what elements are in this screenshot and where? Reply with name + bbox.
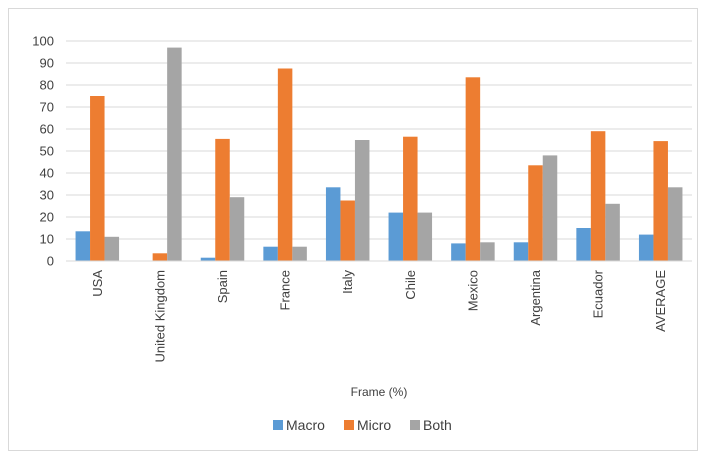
y-tick-label: 90 <box>40 56 54 71</box>
y-tick-label: 100 <box>32 34 54 49</box>
bar-both <box>229 197 245 261</box>
bar-micro <box>653 141 668 261</box>
x-axis-ticks: USA United Kingdom Spain France Italy Chile Me… <box>90 269 668 362</box>
legend: Macro Micro Both <box>273 417 452 433</box>
bar-macro <box>638 234 654 261</box>
y-tick-label: 60 <box>40 122 54 137</box>
bar-micro <box>90 96 105 261</box>
legend-label-macro: Macro <box>286 417 325 433</box>
bar-both <box>480 242 495 261</box>
x-tick-label: United Kingdom <box>152 270 167 363</box>
bar-micro <box>403 136 418 261</box>
bar-chart: 0 10 20 30 40 50 60 70 80 90 100 USA United Kingdom… <box>32 34 692 433</box>
bar-micro <box>528 165 543 261</box>
x-tick-label: Mexico <box>465 270 480 311</box>
legend-label-both: Both <box>423 417 452 433</box>
bar-macro <box>75 231 91 261</box>
y-axis-ticks: 0 10 20 30 40 50 60 70 80 90 100 <box>32 34 54 269</box>
x-tick-label: France <box>278 270 293 310</box>
y-tick-label: 80 <box>40 78 54 93</box>
x-tick-label: Spain <box>215 270 230 303</box>
legend-swatch-macro <box>273 420 283 430</box>
bar-micro <box>277 68 293 261</box>
bars <box>75 47 683 261</box>
x-tick-label: USA <box>90 270 105 297</box>
bar-macro <box>451 243 466 261</box>
bar-both <box>667 187 683 261</box>
y-tick-label: 70 <box>40 100 54 115</box>
x-tick-label: Argentina <box>528 269 543 325</box>
bar-micro <box>465 77 481 261</box>
bar-both <box>354 140 370 261</box>
y-tick-label: 30 <box>40 188 54 203</box>
bar-macro <box>513 242 529 261</box>
bar-micro <box>590 131 606 261</box>
bar-macro <box>263 246 278 261</box>
bar-macro <box>325 187 341 261</box>
y-tick-label: 10 <box>40 232 54 247</box>
x-axis-title: Frame (%) <box>351 385 408 399</box>
y-tick-label: 40 <box>40 166 54 181</box>
bar-macro <box>576 228 591 261</box>
x-tick-label: AVERAGE <box>653 270 668 332</box>
legend-swatch-micro <box>344 420 354 430</box>
x-tick-label: Italy <box>340 270 355 294</box>
y-tick-label: 50 <box>40 144 54 159</box>
y-tick-label: 20 <box>40 210 54 225</box>
bar-both <box>104 236 120 261</box>
bar-micro <box>215 138 230 261</box>
bar-micro <box>340 200 355 261</box>
bar-both <box>167 47 182 261</box>
legend-swatch-both <box>410 420 420 430</box>
legend-label-micro: Micro <box>357 417 391 433</box>
bar-both <box>542 155 558 261</box>
y-tick-label: 0 <box>47 254 54 269</box>
bar-macro <box>200 257 216 261</box>
chart-frame: 0 10 20 30 40 50 60 70 80 90 100 USA United Kingdom… <box>8 8 698 451</box>
bar-micro <box>152 253 168 261</box>
bar-both <box>292 246 307 261</box>
x-tick-label: Chile <box>403 270 418 300</box>
x-tick-label: Ecuador <box>591 269 606 318</box>
bar-both <box>417 212 433 261</box>
bar-macro <box>388 212 404 261</box>
bar-both <box>605 203 620 261</box>
